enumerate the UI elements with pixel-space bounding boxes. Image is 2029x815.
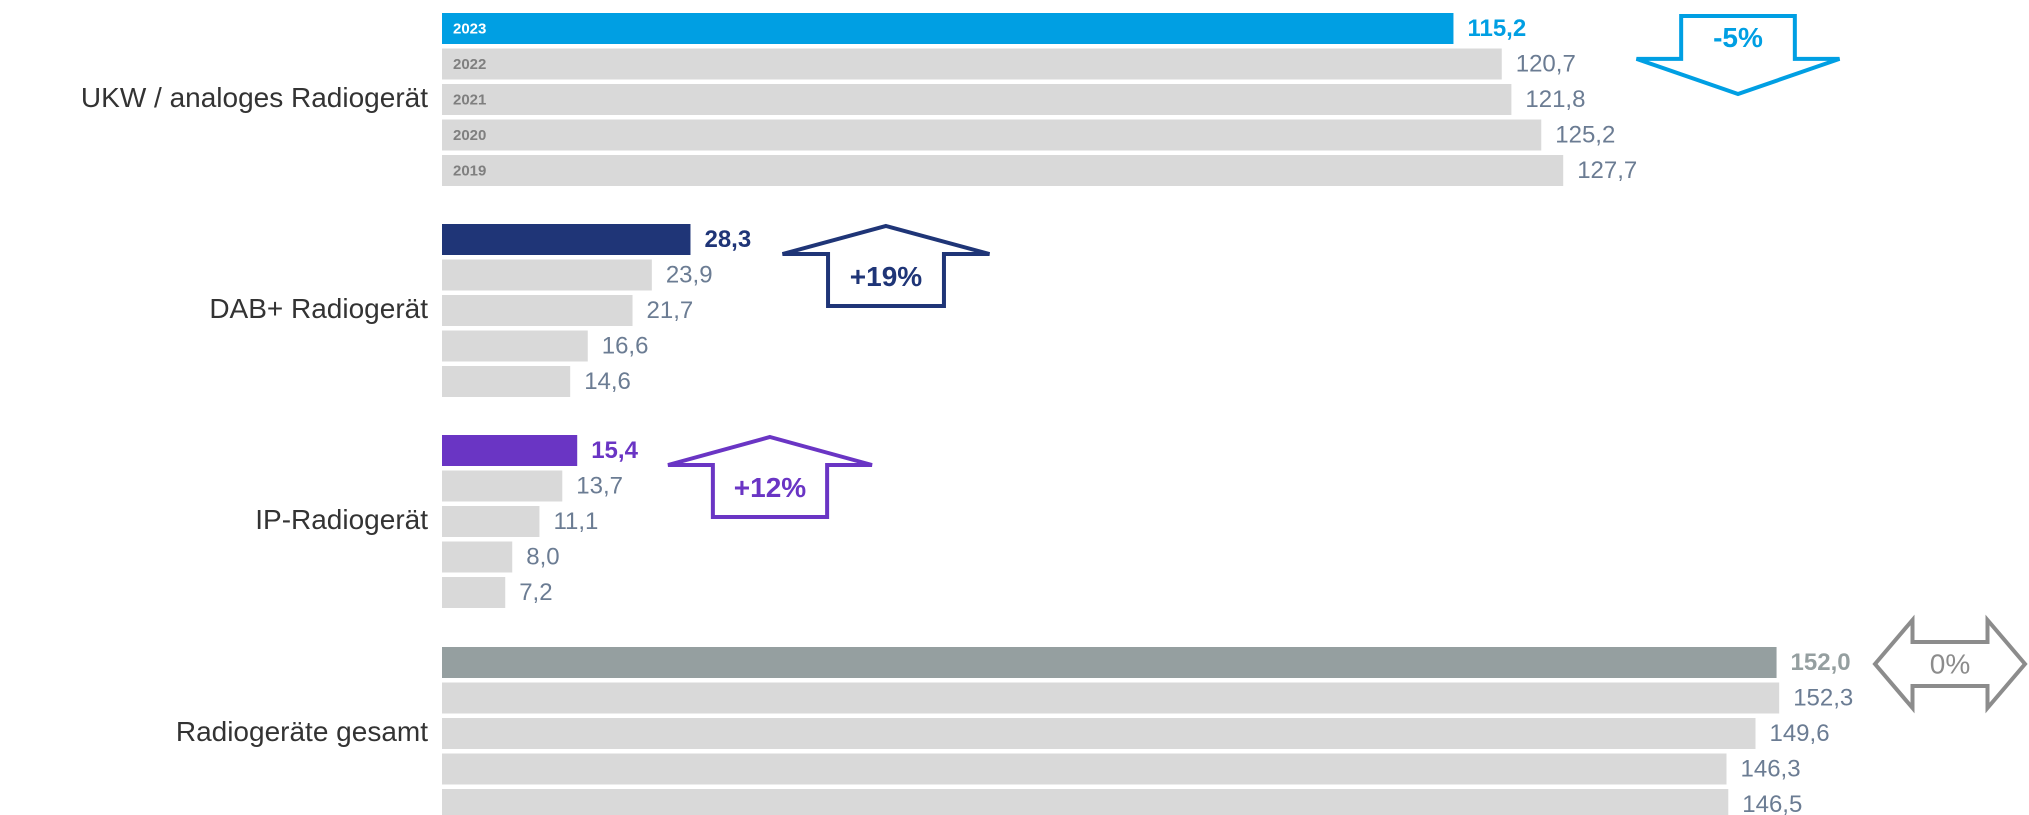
year-label: 2022 xyxy=(453,56,486,73)
category-label: DAB+ Radiogerät xyxy=(209,293,428,324)
value-label: 15,4 xyxy=(591,437,638,464)
bar xyxy=(442,84,1512,115)
bar xyxy=(442,789,1729,815)
value-label: 16,6 xyxy=(602,332,649,359)
bar xyxy=(442,366,571,397)
change-label: +19% xyxy=(850,261,922,292)
value-label: 14,6 xyxy=(584,368,631,395)
value-label: 11,1 xyxy=(553,508,598,535)
bar xyxy=(442,48,1502,80)
year-label: 2019 xyxy=(453,162,486,179)
value-label: 28,3 xyxy=(704,226,751,253)
category-label: IP-Radiogerät xyxy=(255,504,428,535)
bar xyxy=(442,506,540,537)
value-label: 121,8 xyxy=(1525,86,1585,113)
change-label: -5% xyxy=(1713,22,1763,53)
value-label: 23,9 xyxy=(666,261,713,288)
change-arrow xyxy=(1872,614,2028,714)
category-label: UKW / analoges Radiogerät xyxy=(81,82,428,113)
bar xyxy=(442,224,691,255)
bar xyxy=(442,577,506,608)
value-label: 21,7 xyxy=(647,297,694,324)
bar xyxy=(442,541,513,573)
bar xyxy=(442,753,1727,785)
bar xyxy=(442,682,1780,714)
year-label: 2021 xyxy=(453,91,486,108)
value-label: 120,7 xyxy=(1516,50,1576,77)
bar xyxy=(442,647,1777,678)
year-label: 2023 xyxy=(453,20,486,37)
bar xyxy=(442,13,1454,44)
value-label: 8,0 xyxy=(526,543,559,570)
bar xyxy=(442,259,652,291)
year-label: 2020 xyxy=(453,127,486,144)
category-label: Radiogeräte gesamt xyxy=(176,716,428,747)
value-label: 146,3 xyxy=(1741,755,1801,782)
bar xyxy=(442,435,578,466)
change-arrow xyxy=(667,434,873,519)
value-label: 7,2 xyxy=(519,579,552,606)
change-label: +12% xyxy=(734,472,806,503)
value-label: 125,2 xyxy=(1555,121,1615,148)
bar xyxy=(442,330,588,362)
value-label: 152,0 xyxy=(1791,649,1851,676)
change-arrow xyxy=(1635,14,1841,97)
value-label: 146,5 xyxy=(1742,791,1802,815)
value-label: 149,6 xyxy=(1769,720,1829,747)
bar xyxy=(442,295,633,326)
bar xyxy=(442,119,1542,151)
change-arrow xyxy=(781,223,991,308)
value-label: 127,7 xyxy=(1577,157,1637,184)
bar xyxy=(442,718,1756,749)
value-label: 115,2 xyxy=(1467,15,1526,42)
bar xyxy=(442,470,563,502)
value-label: 152,3 xyxy=(1793,684,1853,711)
bar xyxy=(442,155,1564,186)
change-label: 0% xyxy=(1930,648,1970,679)
value-label: 13,7 xyxy=(576,472,623,499)
